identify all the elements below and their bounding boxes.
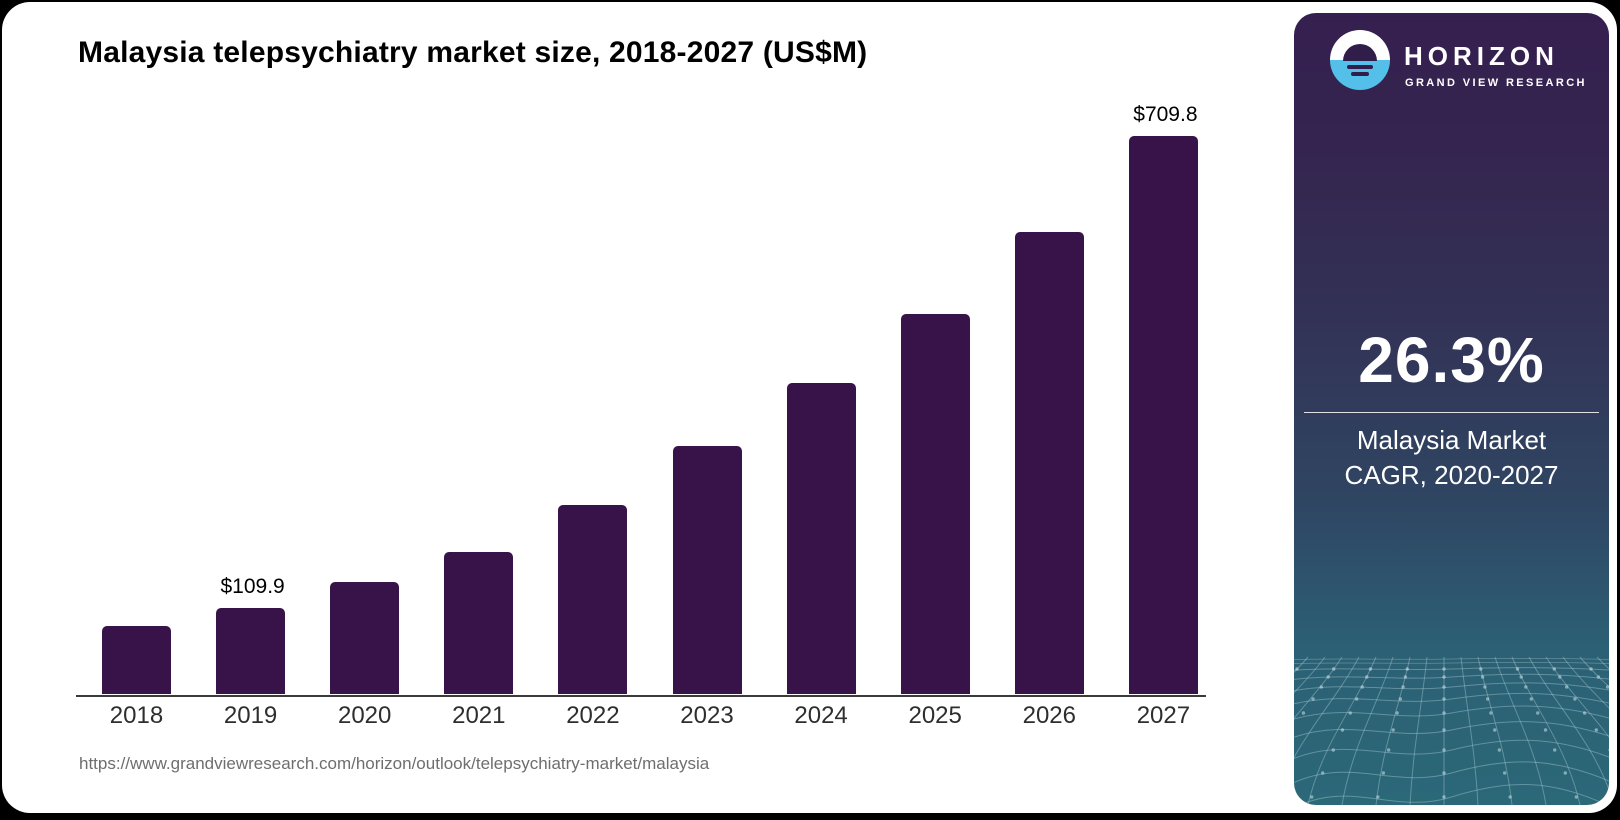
bar-2020 bbox=[330, 582, 400, 694]
chart-title: Malaysia telepsychiatry market size, 201… bbox=[78, 36, 868, 69]
horizon-line-shape bbox=[1351, 72, 1369, 76]
x-axis-label-2021: 2021 bbox=[452, 702, 506, 729]
bar-2019 bbox=[216, 608, 286, 694]
cagr-label-line1: Malaysia Market bbox=[1356, 425, 1547, 455]
brand-panel: HORIZON GRAND VIEW RESEARCH 26.3% Malays… bbox=[1294, 13, 1609, 805]
bar-value-label: $109.9 bbox=[220, 575, 285, 598]
x-axis-label-2025: 2025 bbox=[908, 702, 962, 729]
bar-2023 bbox=[672, 446, 742, 694]
x-axis-label-2027: 2027 bbox=[1136, 702, 1191, 729]
bar-2025 bbox=[900, 314, 970, 694]
brand-subtitle: GRAND VIEW RESEARCH bbox=[1405, 77, 1587, 89]
x-axis-label-2018: 2018 bbox=[109, 702, 164, 729]
cagr-value: 26.3% bbox=[1358, 324, 1545, 396]
x-axis-line bbox=[76, 695, 1206, 697]
x-axis-label-2019: 2019 bbox=[223, 702, 278, 729]
wireframe-mesh-graphic bbox=[1294, 656, 1609, 805]
sun-dome-shape bbox=[1343, 44, 1377, 61]
bar-2027 bbox=[1128, 136, 1198, 694]
stat-divider bbox=[1304, 412, 1599, 413]
x-axis-label-2023: 2023 bbox=[680, 702, 734, 729]
x-axis-label-2024: 2024 bbox=[794, 702, 848, 729]
x-axis-label-2022: 2022 bbox=[566, 702, 620, 729]
bar-2022 bbox=[558, 505, 628, 694]
horizon-line-shape bbox=[1347, 65, 1373, 69]
horizon-sun-icon bbox=[1330, 30, 1390, 90]
bar-2018 bbox=[102, 626, 171, 694]
x-axis-label-2020: 2020 bbox=[337, 702, 392, 729]
brand-header: HORIZON GRAND VIEW RESEARCH bbox=[1294, 13, 1609, 113]
cagr-label-line2: CAGR, 2020-2027 bbox=[1344, 460, 1559, 490]
bar-2026 bbox=[1014, 232, 1084, 694]
bar-2024 bbox=[786, 383, 856, 694]
bar-2021 bbox=[444, 552, 514, 694]
bar-value-label: $709.8 bbox=[1133, 103, 1198, 126]
source-url[interactable]: https://www.grandviewresearch.com/horizo… bbox=[79, 754, 710, 773]
x-axis-label-2026: 2026 bbox=[1022, 702, 1076, 729]
brand-name: HORIZON bbox=[1404, 41, 1559, 71]
